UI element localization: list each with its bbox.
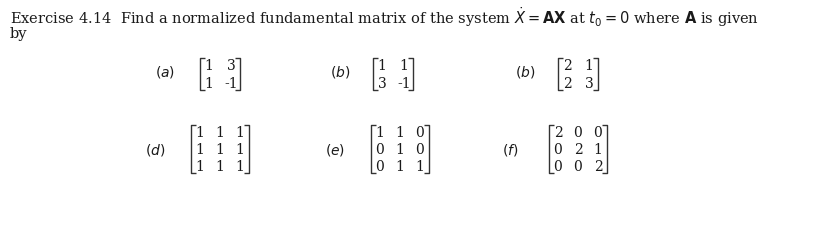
Text: $(e)$: $(e)$ [325, 141, 345, 157]
Text: $(a)$: $(a)$ [155, 64, 175, 80]
Text: 2: 2 [573, 142, 582, 156]
Text: 0: 0 [594, 125, 602, 139]
Text: by: by [10, 27, 28, 41]
Text: 1: 1 [196, 142, 204, 156]
Text: 1: 1 [196, 125, 204, 139]
Text: 0: 0 [573, 159, 582, 173]
Text: 1: 1 [236, 142, 245, 156]
Text: -1: -1 [224, 77, 238, 91]
Text: 1: 1 [396, 159, 404, 173]
Text: $(f)$: $(f)$ [501, 141, 519, 157]
Text: $(b)$: $(b)$ [515, 64, 535, 80]
Text: 3: 3 [585, 77, 593, 91]
Text: 3: 3 [378, 77, 386, 91]
Text: -1: -1 [398, 77, 411, 91]
Text: Exercise 4.14  Find a normalized fundamental matrix of the system $\dot{X} = \ma: Exercise 4.14 Find a normalized fundamen… [10, 5, 759, 29]
Text: 0: 0 [416, 142, 425, 156]
Text: 1: 1 [216, 159, 224, 173]
Text: 2: 2 [594, 159, 602, 173]
Text: 1: 1 [236, 159, 245, 173]
Text: 1: 1 [204, 59, 213, 73]
Text: 1: 1 [236, 125, 245, 139]
Text: 2: 2 [563, 59, 572, 73]
Text: 1: 1 [399, 59, 408, 73]
Text: 1: 1 [216, 125, 224, 139]
Text: 1: 1 [396, 125, 404, 139]
Text: 0: 0 [375, 159, 384, 173]
Text: 1: 1 [216, 142, 224, 156]
Text: 0: 0 [416, 125, 425, 139]
Text: 3: 3 [227, 59, 236, 73]
Text: 1: 1 [204, 77, 213, 91]
Text: 1: 1 [594, 142, 602, 156]
Text: 0: 0 [375, 142, 384, 156]
Text: 0: 0 [573, 125, 582, 139]
Text: 0: 0 [554, 142, 563, 156]
Text: 1: 1 [416, 159, 425, 173]
Text: 2: 2 [563, 77, 572, 91]
Text: 1: 1 [378, 59, 386, 73]
Text: 1: 1 [196, 159, 204, 173]
Text: $(d)$: $(d)$ [145, 141, 165, 157]
Text: 1: 1 [585, 59, 593, 73]
Text: 1: 1 [375, 125, 384, 139]
Text: 0: 0 [554, 159, 563, 173]
Text: 2: 2 [554, 125, 563, 139]
Text: $(b)$: $(b)$ [330, 64, 350, 80]
Text: 1: 1 [396, 142, 404, 156]
